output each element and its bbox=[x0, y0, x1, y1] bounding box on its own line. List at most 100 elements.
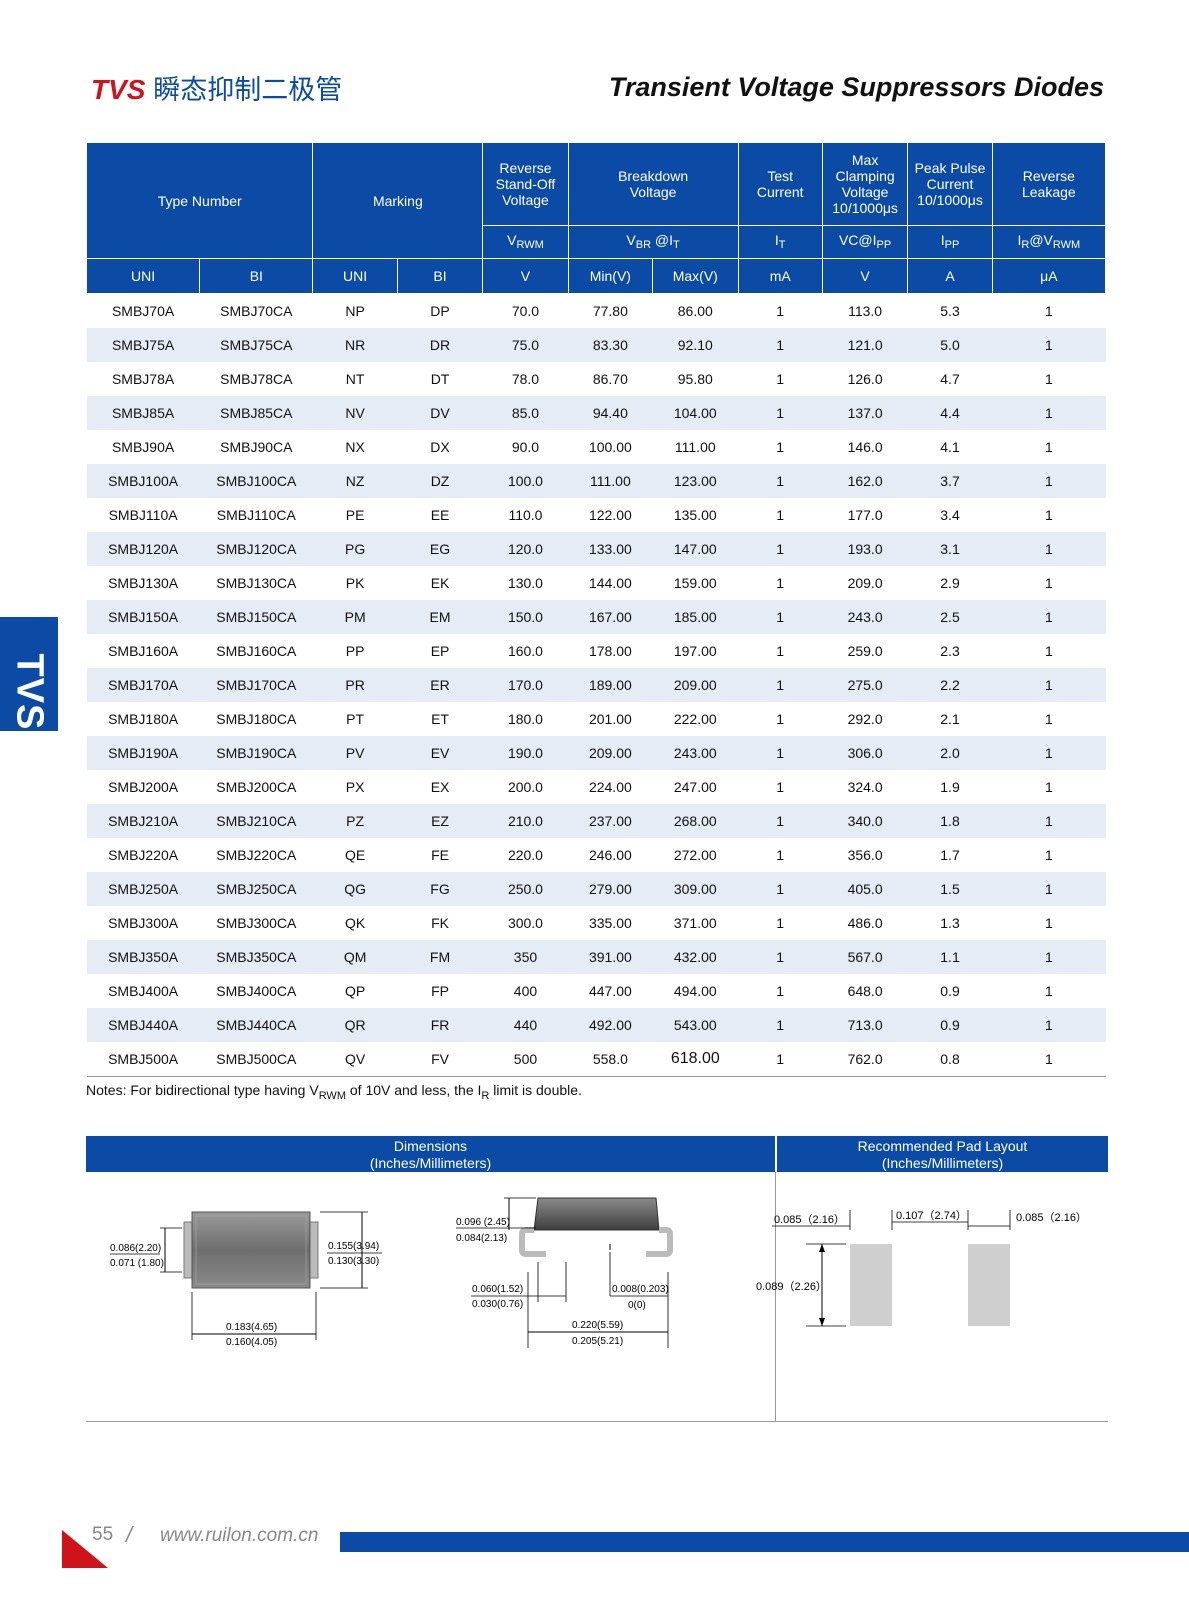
th-unit: Min(V) bbox=[567, 258, 654, 294]
side-overall-min: 0.205(5.21) bbox=[572, 1336, 623, 1347]
table-cell: 405.0 bbox=[822, 872, 908, 906]
table-row: SMBJ170A SMBJ170CA PR ER 170.0 189.00 209.00 1 2… bbox=[86, 668, 1106, 702]
table-cell: QP bbox=[345, 983, 366, 999]
table-cell: 170.0 bbox=[482, 668, 569, 702]
table-cell: SMBJ70CA bbox=[220, 303, 293, 319]
table-cell: SMBJ150CA bbox=[199, 600, 313, 634]
table-cell: 209.0 bbox=[847, 575, 883, 591]
footer-triangle bbox=[62, 1530, 108, 1568]
table-cell: 1 bbox=[738, 736, 823, 770]
table-row: SMBJ78A SMBJ78CA NT DT 78.0 86.70 95.80 1 126.0 4… bbox=[87, 362, 1106, 396]
table-cell: 2.0 bbox=[907, 736, 993, 770]
table-cell: 1.1 bbox=[907, 940, 993, 974]
footer-url[interactable]: www.ruilon.com.cn bbox=[160, 1525, 319, 1546]
table-cell: PE bbox=[345, 507, 365, 523]
table-cell: 120.0 bbox=[482, 532, 569, 566]
table-cell: 5.0 bbox=[907, 328, 993, 362]
table-cell: 210.0 bbox=[482, 804, 569, 838]
table-cell: 1 bbox=[738, 328, 823, 362]
side-lead-min: 0.030(0.76) bbox=[472, 1299, 523, 1310]
top-view-drawing: 0.086(2.20) 0.071 (1.80) 0.155(3.94) 0.1… bbox=[110, 1211, 382, 1348]
table-cell: DZ bbox=[397, 464, 483, 498]
notes: Notes: For bidirectional type having VRW… bbox=[86, 1082, 582, 1102]
table-cell: 144.00 bbox=[588, 575, 632, 591]
table-cell: 167.00 bbox=[568, 600, 653, 634]
top-width-min: 0.130(3.30) bbox=[328, 1256, 379, 1267]
table-cell: PX bbox=[345, 779, 365, 795]
section-divider bbox=[775, 1172, 776, 1422]
side-overall-max: 0.220(5.59) bbox=[572, 1320, 623, 1331]
dimensions-section: Dimensions (Inches/Millimeters) Recommen… bbox=[86, 1136, 1108, 1422]
table-cell: QR bbox=[312, 1008, 398, 1042]
table-cell: SMBJ210A bbox=[86, 804, 200, 838]
table-cell: 306.0 bbox=[822, 736, 908, 770]
th-unit: UNI bbox=[312, 258, 398, 294]
table-cell: 340.0 bbox=[822, 804, 908, 838]
table-cell: 70.0 bbox=[511, 303, 540, 319]
table-cell: SMBJ250CA bbox=[199, 872, 313, 906]
table-cell: 126.0 bbox=[847, 371, 883, 387]
table-cell: DR bbox=[397, 328, 483, 362]
table-cell: 400 bbox=[513, 983, 538, 999]
table-cell: 185.00 bbox=[652, 600, 738, 634]
table-cell: 391.00 bbox=[568, 940, 653, 974]
table-cell: SMBJ160A bbox=[108, 643, 179, 659]
table-cell: 1 bbox=[992, 464, 1106, 498]
table-cell: 86.70 bbox=[592, 371, 628, 387]
table-cell: NX bbox=[345, 439, 365, 455]
table-cell: 648.0 bbox=[847, 983, 883, 999]
th-unit: UNI bbox=[85, 258, 201, 294]
table-cell: 110.0 bbox=[508, 507, 543, 523]
table-cell: 113.0 bbox=[848, 303, 883, 319]
table-cell: 1 bbox=[1044, 711, 1053, 727]
table-cell: 447.00 bbox=[588, 983, 632, 999]
table-cell: SMBJ170A bbox=[86, 668, 200, 702]
table-cell: PP bbox=[345, 643, 365, 659]
table-cell: 189.00 bbox=[568, 668, 653, 702]
table-row: SMBJ130A SMBJ130CA PK EK 130.0 144.00 159.00 1 2… bbox=[87, 566, 1106, 600]
th-vrwm: VRWM bbox=[482, 225, 569, 259]
table-cell: 220.0 bbox=[507, 847, 543, 863]
table-cell: EP bbox=[430, 643, 450, 659]
table-cell: 1 bbox=[776, 643, 785, 659]
table-row: SMBJ90A SMBJ90CA NX DX 90.0 100.00 111.00 1 146.… bbox=[87, 430, 1106, 464]
table-cell: 1 bbox=[1044, 507, 1053, 523]
th-unit: BI bbox=[396, 258, 484, 294]
th-test-current: Test Current bbox=[737, 142, 823, 226]
table-cell: EZ bbox=[397, 804, 483, 838]
table-cell: 111.00 bbox=[674, 439, 716, 455]
table-cell: FM bbox=[397, 940, 483, 974]
table-cell: 1 bbox=[992, 940, 1106, 974]
table-cell: 4.1 bbox=[940, 439, 960, 455]
table-cell: 224.00 bbox=[588, 779, 632, 795]
table-cell: 1 bbox=[992, 1008, 1106, 1042]
table-cell: SMBJ300A bbox=[108, 915, 179, 931]
table-cell: 1 bbox=[776, 983, 785, 999]
table-cell: 90.0 bbox=[511, 439, 540, 455]
table-cell: SMBJ78CA bbox=[220, 371, 293, 387]
table-cell: DT bbox=[430, 371, 450, 387]
table-row: SMBJ120A SMBJ120CA PG EG 120.0 133.00 147.00 1 1… bbox=[86, 532, 1106, 566]
table-cell: QV bbox=[312, 1042, 398, 1077]
table-cell: 1.8 bbox=[907, 804, 993, 838]
table-cell: EX bbox=[430, 779, 450, 795]
table-cell: SMBJ90A bbox=[111, 439, 175, 455]
table-row: SMBJ210A SMBJ210CA PZ EZ 210.0 237.00 268.00 1 3… bbox=[86, 804, 1106, 838]
side-tab: TVS bbox=[0, 617, 58, 731]
top-length-min: 0.160(4.05) bbox=[226, 1337, 277, 1348]
table-row: SMBJ100A SMBJ100CA NZ DZ 100.0 111.00 123.00 1 1… bbox=[86, 464, 1106, 498]
table-cell: 1 bbox=[1044, 371, 1053, 387]
th-vbr: VBR @IT bbox=[567, 225, 739, 259]
table-row: SMBJ500A SMBJ500CA QV FV 500 558.0 618.00 1 762.… bbox=[86, 1042, 1106, 1077]
table-cell: SMBJ180A bbox=[108, 711, 179, 727]
th-marking: Marking bbox=[312, 142, 484, 259]
page-number: 55 bbox=[92, 1524, 114, 1545]
table-cell: 104.00 bbox=[652, 396, 738, 430]
table-cell: 494.00 bbox=[673, 983, 717, 999]
table-cell: 201.00 bbox=[588, 711, 632, 727]
table-cell: 180.0 bbox=[507, 711, 543, 727]
table-cell: PV bbox=[312, 736, 398, 770]
table-cell: 279.00 bbox=[568, 872, 653, 906]
footer-bar bbox=[340, 1532, 1189, 1552]
table-cell: FR bbox=[397, 1008, 483, 1042]
